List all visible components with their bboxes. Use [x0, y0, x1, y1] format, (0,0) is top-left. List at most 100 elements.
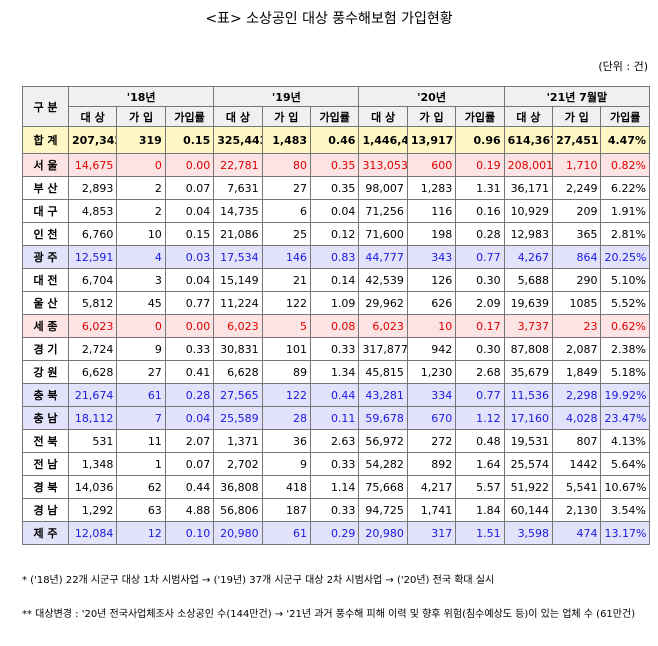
cell: 3,598 — [503, 521, 554, 545]
cell: 0.28 — [455, 222, 505, 246]
cell: 1.14 — [310, 475, 360, 499]
sub-header: 대 상 — [358, 106, 408, 127]
cell: 146 — [261, 245, 312, 269]
cell: 9 — [116, 337, 166, 361]
cell: 42,539 — [358, 268, 408, 292]
cell: 51,922 — [503, 475, 554, 499]
cell: 0.04 — [164, 406, 215, 430]
cell: 4.13% — [600, 429, 650, 453]
row-label: 경 남 — [22, 498, 69, 522]
cell: 0.77 — [455, 383, 505, 407]
cell: 0.44 — [310, 383, 360, 407]
sub-header: 대 상 — [67, 106, 118, 127]
cell: 0.19 — [455, 153, 505, 177]
row-label: 합 계 — [22, 126, 69, 154]
cell: 2,130 — [552, 498, 602, 522]
cell: 4,028 — [552, 406, 602, 430]
cell: 1.09 — [310, 291, 360, 315]
cell: 21 — [261, 268, 312, 292]
cell: 1.91% — [600, 199, 650, 223]
cell: 0.35 — [310, 153, 360, 177]
cell: 0.33 — [310, 452, 360, 476]
cell: 0.83 — [310, 245, 360, 269]
cell: 187 — [261, 498, 312, 522]
row: 세 종 6,023 0 0.00 6,023 5 0.08 6,023 10 0.17 3,737 2… — [22, 314, 650, 338]
cell: 10,929 — [503, 199, 554, 223]
cell: 0.17 — [455, 314, 505, 338]
cell: 25,574 — [503, 452, 554, 476]
cell: 1,741 — [406, 498, 457, 522]
cell: 61 — [116, 383, 166, 407]
cell: 0.16 — [455, 199, 505, 223]
cell: 0.04 — [164, 268, 215, 292]
cell: 4 — [116, 245, 166, 269]
cell: 1,230 — [406, 360, 457, 384]
row: 충 남 18,112 7 0.04 25,589 28 0.11 59,678 670 1.12 1… — [22, 406, 650, 430]
cell: 2.38% — [600, 337, 650, 361]
cell: 325,443 — [213, 126, 263, 154]
cell: 0.03 — [164, 245, 215, 269]
cell: 6,628 — [213, 360, 263, 384]
row: 충 북 21,674 61 0.28 27,565 122 0.44 43,281 334 0.7… — [22, 383, 650, 407]
cell: 1.51 — [455, 521, 505, 545]
cell: 71,600 — [358, 222, 408, 246]
cell: 343 — [406, 245, 457, 269]
cell: 56,806 — [213, 498, 263, 522]
cell: 0.11 — [310, 406, 360, 430]
sub-header: 대 상 — [503, 106, 554, 127]
row: 인 천 6,760 10 0.15 21,086 25 0.12 71,600 198 0.28 1… — [22, 222, 650, 246]
cell: 12,983 — [503, 222, 554, 246]
row: 대 구 4,853 2 0.04 14,735 6 0.04 71,256 116 0.16 10,… — [22, 199, 650, 223]
cell: 0.07 — [164, 452, 215, 476]
cell: 6.22% — [600, 176, 650, 200]
cell: 1.64 — [455, 452, 505, 476]
cell: 56,972 — [358, 429, 408, 453]
cell: 5,688 — [503, 268, 554, 292]
cell: 17,534 — [213, 245, 263, 269]
cell: 0.77 — [455, 245, 505, 269]
group-header: '19년 — [213, 86, 360, 107]
cell: 28 — [261, 406, 312, 430]
cell: 474 — [552, 521, 602, 545]
row: 경 북 14,036 62 0.44 36,808 418 1.14 75,668 4,217 5… — [22, 475, 650, 499]
cell: 20,980 — [213, 521, 263, 545]
cell: 1,710 — [552, 153, 602, 177]
cell: 12,591 — [67, 245, 118, 269]
cell: 15,149 — [213, 268, 263, 292]
cell: 12,084 — [67, 521, 118, 545]
cell: 27,565 — [213, 383, 263, 407]
cell: 14,036 — [67, 475, 118, 499]
cell: 19,531 — [503, 429, 554, 453]
cell: 6,704 — [67, 268, 118, 292]
cell: 1442 — [552, 452, 602, 476]
cell: 4,267 — [503, 245, 554, 269]
cell: 1,371 — [213, 429, 263, 453]
cell: 0.41 — [164, 360, 215, 384]
row-label: 전 남 — [22, 452, 69, 476]
cell: 0.00 — [164, 153, 215, 177]
cell: 20.25% — [600, 245, 650, 269]
cell: 9 — [261, 452, 312, 476]
cell: 0.12 — [310, 222, 360, 246]
cell: 1,446,495 — [358, 126, 408, 154]
title: <표> 소상공인 대상 풍수해보험 가입현황 — [205, 11, 453, 27]
note: * ('18년) 22개 시군구 대상 1차 시범사업 → ('19년) 37개… — [22, 575, 495, 586]
cell: 0.07 — [164, 176, 215, 200]
cell: 0.29 — [310, 521, 360, 545]
cell: 209 — [552, 199, 602, 223]
cell: 14,735 — [213, 199, 263, 223]
sub-header: 가입률 — [164, 106, 215, 127]
cell: 6,023 — [358, 314, 408, 338]
cell: 0 — [116, 314, 166, 338]
row-label: 대 구 — [22, 199, 69, 223]
cell: 1.31 — [455, 176, 505, 200]
cell: 45 — [116, 291, 166, 315]
row: 전 남 1,348 1 0.07 2,702 9 0.33 54,282 892 1.64 25,5… — [22, 452, 650, 476]
group-header: '21년 7월말 — [503, 86, 651, 107]
cell: 198 — [406, 222, 457, 246]
cell: 0.10 — [164, 521, 215, 545]
cell: 101 — [261, 337, 312, 361]
cell: 208,001 — [503, 153, 554, 177]
